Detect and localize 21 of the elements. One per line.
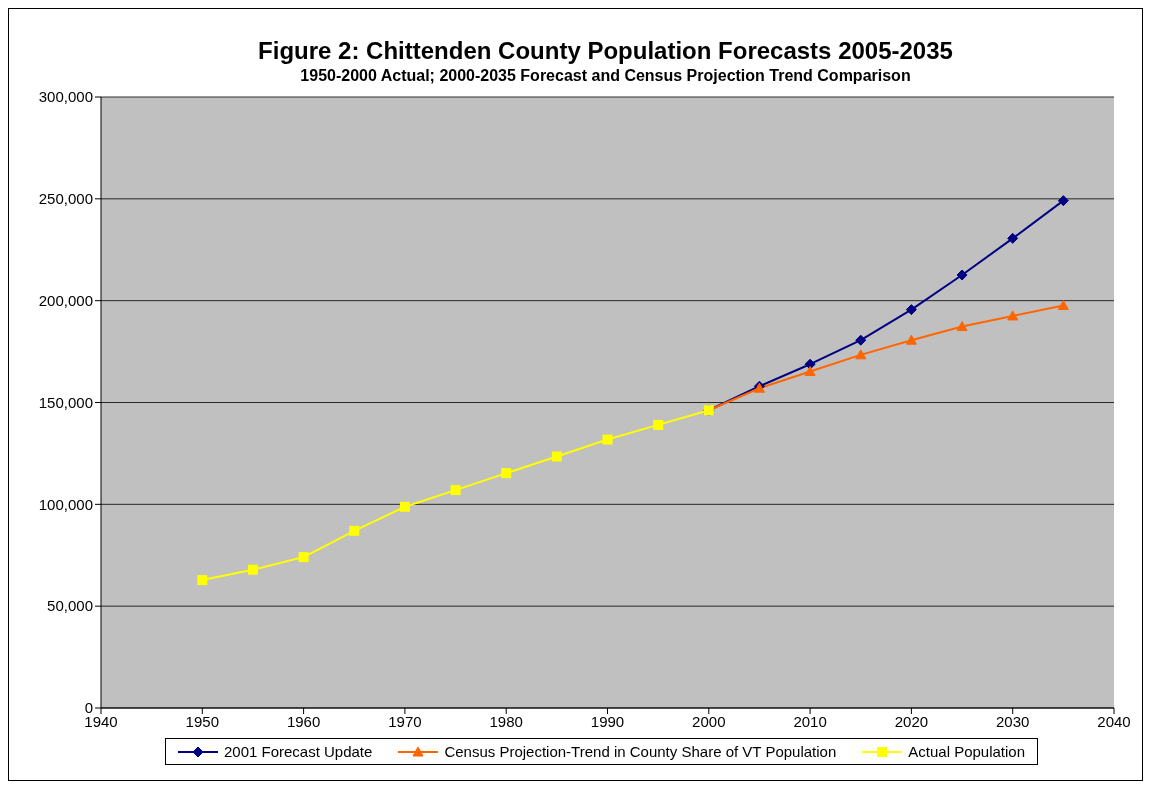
y-tick-label: 100,000 — [38, 495, 93, 513]
legend-label: 2001 Forecast Update — [223, 743, 373, 760]
x-tick-label: 2010 — [793, 712, 827, 730]
x-tick-label: 1980 — [489, 712, 523, 730]
y-tick-label: 200,000 — [38, 291, 93, 309]
x-tick-label: 1990 — [590, 712, 625, 730]
y-tick-label: 50,000 — [47, 597, 93, 615]
legend-label: Actual Population — [908, 743, 1026, 760]
chart-title: Figure 2: Chittenden County Population Forecasts 2005-2035 — [257, 37, 954, 65]
x-tick-label: 1970 — [388, 712, 422, 730]
x-tick-label: 2020 — [894, 712, 929, 730]
legend-label: Census Projection-Trend in County Share of VT Population — [444, 743, 837, 760]
chart-subtitle: 1950-2000 Actual; 2000-2035 Forecast and Census Projection Trend Comparison — [299, 67, 912, 85]
x-tick-label: 1960 — [286, 712, 321, 730]
y-tick-label: 300,000 — [38, 88, 93, 106]
x-tick-label: 1950 — [185, 712, 219, 730]
y-tick-label: 150,000 — [38, 393, 93, 411]
y-tick-label: 250,000 — [38, 190, 93, 208]
x-tick-label: 2040 — [1097, 712, 1131, 730]
x-tick-label: 2000 — [692, 712, 726, 730]
x-tick-label: 2030 — [996, 712, 1030, 730]
